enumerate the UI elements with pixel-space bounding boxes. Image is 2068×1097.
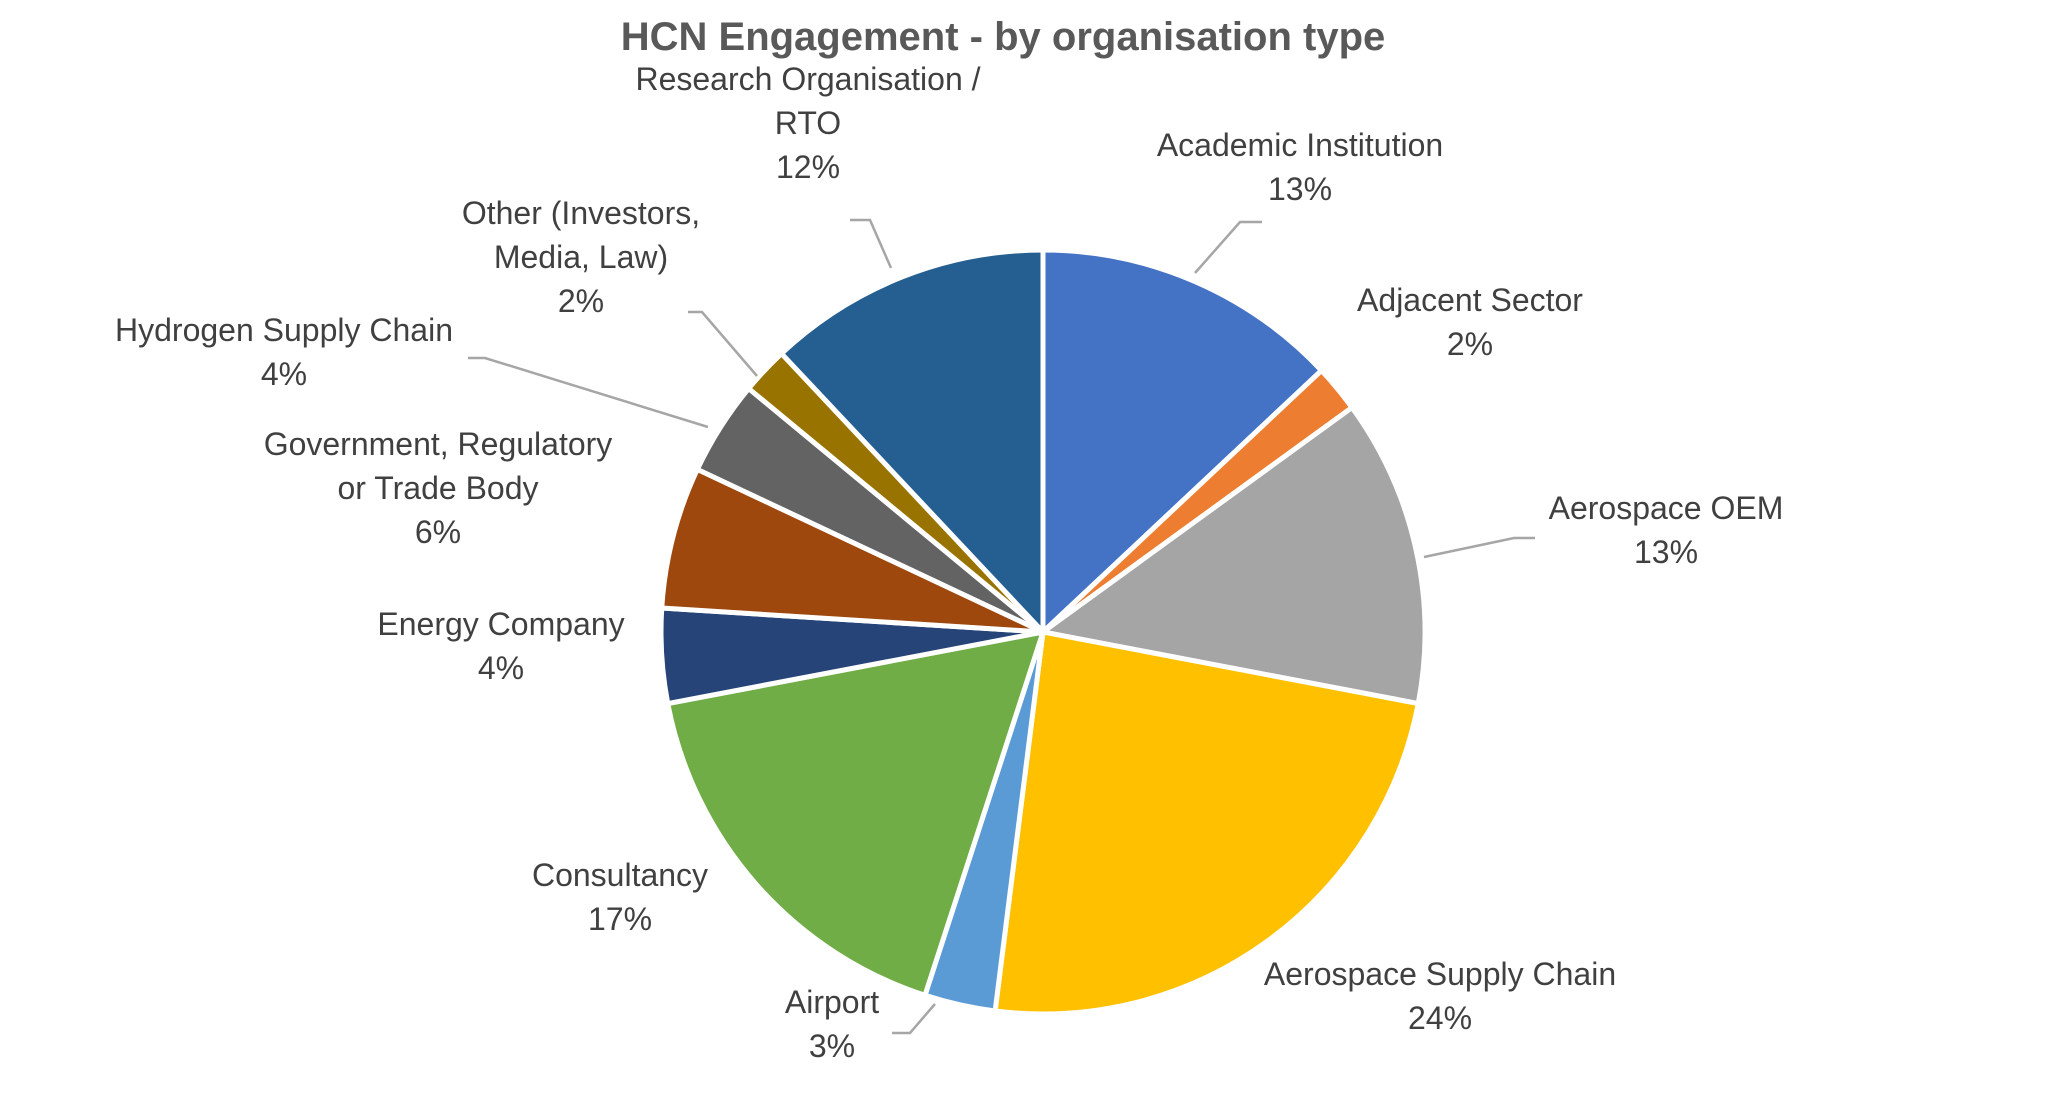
data-label-6: Energy Company 4%: [377, 606, 624, 686]
data-label-name: Energy Company: [377, 606, 624, 642]
data-label-name: Academic Institution: [1157, 127, 1443, 163]
data-label-pct: 3%: [809, 1028, 855, 1064]
leader-line-8: [468, 356, 709, 429]
leader-line-2: [1423, 536, 1535, 559]
data-label-9: Other (Investors, Media, Law) 2%: [462, 195, 700, 319]
data-label-pct: 4%: [478, 650, 524, 686]
data-label-4: Airport 3%: [785, 984, 879, 1064]
data-label-name: Media, Law): [494, 239, 668, 275]
chart-title: HCN Engagement - by organisation type: [621, 15, 1386, 59]
data-label-name: Aerospace OEM: [1549, 490, 1784, 526]
data-label-pct: 4%: [261, 356, 307, 392]
leader-line-10: [850, 218, 893, 269]
data-label-name: or Trade Body: [338, 470, 539, 506]
pie-slice-0: [1040, 247, 1324, 635]
pie-slice-2: [1040, 404, 1428, 707]
data-label-10: Research Organisation / RTO 12%: [635, 61, 980, 185]
data-label-1: Adjacent Sector 2%: [1357, 282, 1583, 362]
data-label-0: Academic Institution 13%: [1157, 127, 1443, 207]
data-label-pct: 13%: [1634, 534, 1698, 570]
data-label-pct: 2%: [558, 283, 604, 319]
data-label-name: Adjacent Sector: [1357, 282, 1583, 318]
data-label-name: RTO: [775, 105, 841, 141]
data-label-pct: 24%: [1408, 1000, 1472, 1036]
data-label-pct: 6%: [415, 514, 461, 550]
data-label-name: Hydrogen Supply Chain: [115, 312, 453, 348]
data-label-name: Aerospace Supply Chain: [1264, 956, 1616, 992]
leader-line-9: [688, 310, 758, 377]
data-labels: Academic Institution 13% Adjacent Sector 2%…: [115, 61, 1783, 1064]
data-label-8: Hydrogen Supply Chain 4%: [115, 312, 453, 392]
data-label-5: Consultancy 17%: [532, 857, 708, 937]
data-label-pct: 2%: [1447, 326, 1493, 362]
data-label-name: Other (Investors,: [462, 195, 700, 231]
data-label-pct: 12%: [776, 149, 840, 185]
data-label-name: Research Organisation /: [635, 61, 980, 97]
leader-lines: [468, 218, 1535, 1035]
data-label-2: Aerospace OEM 13%: [1549, 490, 1784, 570]
leader-line-0: [1194, 220, 1262, 274]
data-label-3: Aerospace Supply Chain 24%: [1264, 956, 1616, 1036]
pie-slice-3: [992, 629, 1421, 1017]
pie-slice-10: [779, 247, 1046, 635]
data-label-pct: 17%: [588, 901, 652, 937]
pie-slice-5: [665, 629, 1046, 998]
pie-slice-7: [659, 466, 1046, 635]
data-label-pct: 13%: [1268, 171, 1332, 207]
data-label-name: Government, Regulatory: [264, 426, 613, 462]
data-label-name: Consultancy: [532, 857, 708, 893]
data-label-name: Airport: [785, 984, 879, 1020]
leader-line-4: [892, 1003, 936, 1035]
data-label-7: Government, Regulatory or Trade Body 6%: [264, 426, 613, 550]
pie-slices: [658, 247, 1428, 1017]
